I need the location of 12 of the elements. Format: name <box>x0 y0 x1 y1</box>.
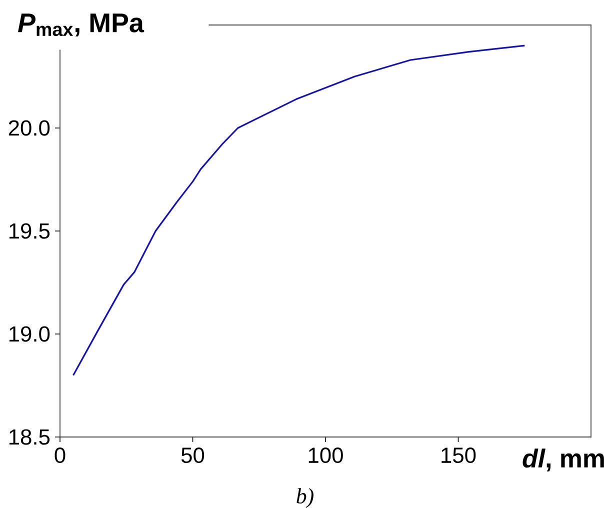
x-tick-label: 0 <box>54 448 66 464</box>
x-tick-label: 50 <box>181 448 204 464</box>
x-tick-label: 150 <box>442 448 476 464</box>
y-tick-label: 19.5 <box>9 223 50 239</box>
y-tick-label: 19.0 <box>9 326 50 342</box>
x-tick-label: 100 <box>308 448 343 464</box>
y-tick-label: 20.0 <box>8 120 50 136</box>
y-tick-label: 18.5 <box>9 429 50 445</box>
line-series <box>72 44 526 376</box>
y-axis-title: P$_{max}$, MPa <box>18 14 144 36</box>
text: b) <box>296 488 314 508</box>
x-axis-title: dl, mm <box>522 448 604 472</box>
